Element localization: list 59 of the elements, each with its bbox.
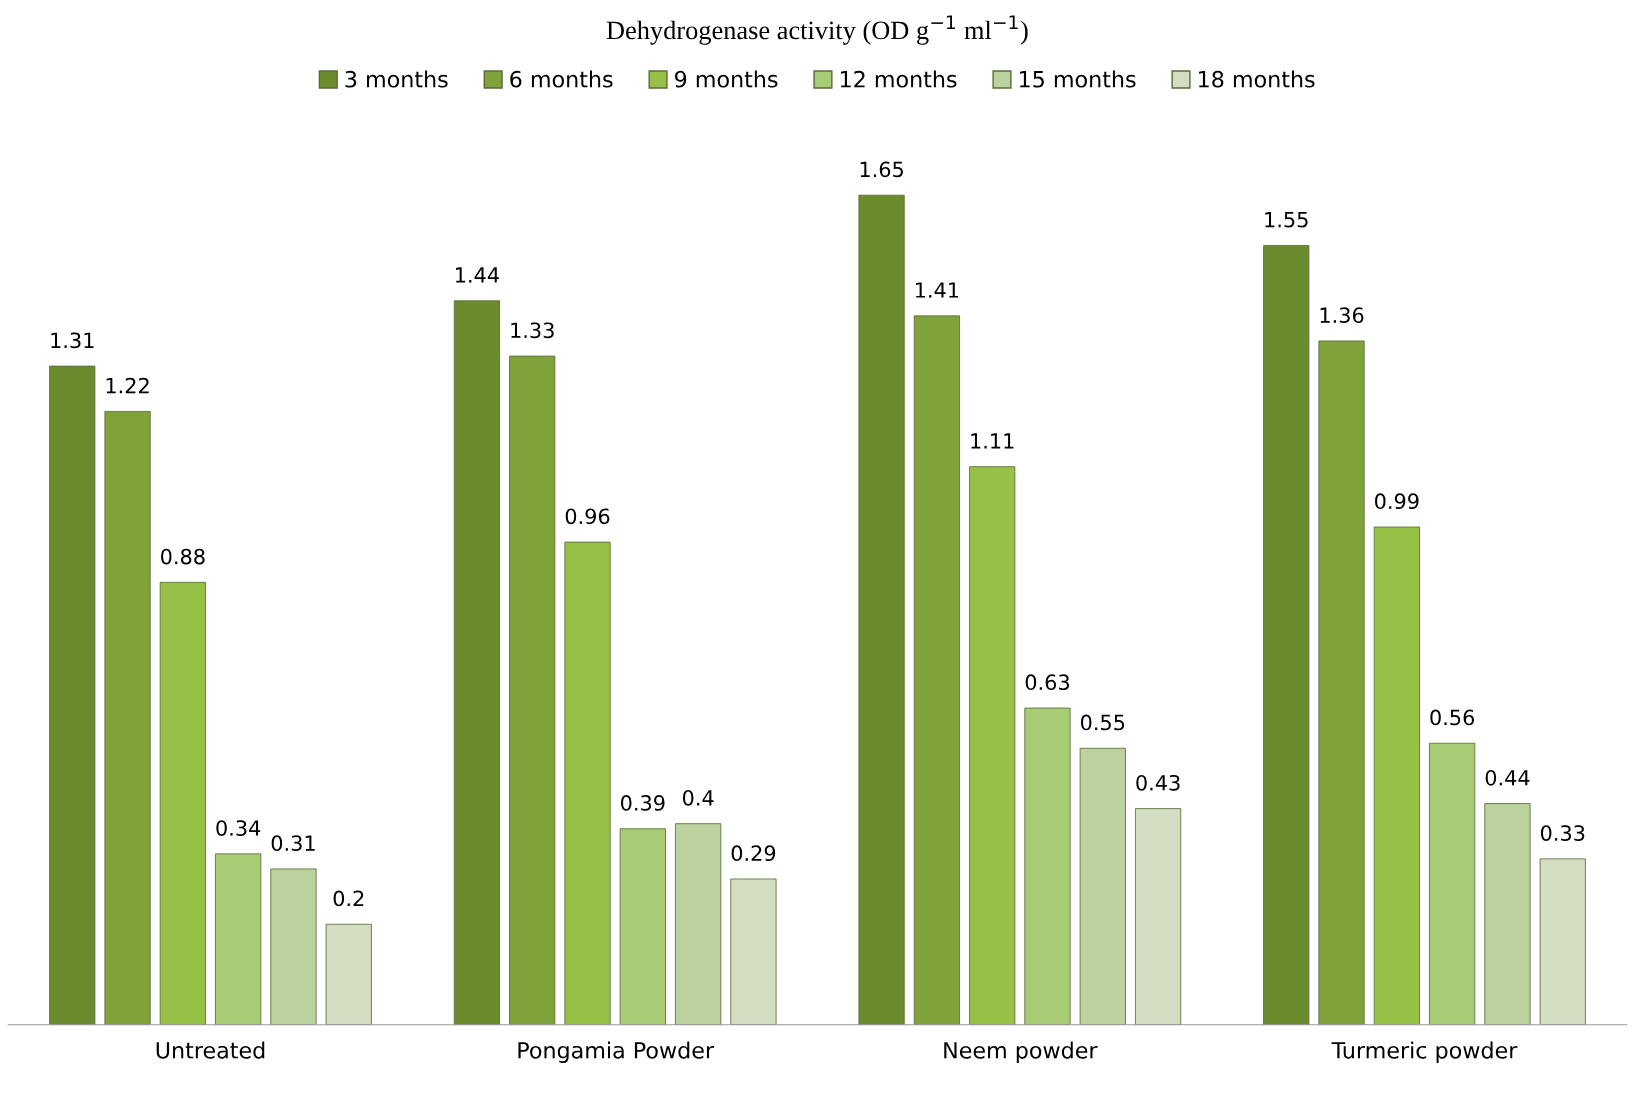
legend-label: 15 months <box>1019 70 1136 88</box>
legend-label: 12 months <box>840 70 957 88</box>
bar <box>619 828 666 1025</box>
bar <box>858 194 905 1025</box>
data-label: 0.55 <box>1080 714 1125 731</box>
data-label: 0.2 <box>333 890 364 907</box>
bar <box>913 315 960 1025</box>
bar <box>1263 245 1310 1025</box>
data-label: 0.99 <box>1375 493 1419 510</box>
data-label: 0.63 <box>1025 674 1070 691</box>
bar <box>49 365 96 1025</box>
bar <box>159 581 206 1025</box>
data-label: 1.31 <box>51 332 94 349</box>
legend-label: 9 months <box>675 70 778 88</box>
bar <box>453 300 500 1025</box>
legend-label: 6 months <box>510 70 613 88</box>
data-label: 0.96 <box>565 508 610 525</box>
bar <box>1079 747 1126 1025</box>
bar <box>104 410 151 1025</box>
bar <box>1135 808 1182 1025</box>
data-label: 0.43 <box>1136 774 1180 791</box>
bar <box>564 541 611 1025</box>
data-label: 1.65 <box>860 161 903 178</box>
data-label: 1.36 <box>1320 307 1364 324</box>
data-label: 0.56 <box>1430 709 1475 726</box>
data-label: 0.34 <box>216 820 261 836</box>
bar <box>1318 340 1365 1025</box>
data-label: 0.44 <box>1485 769 1530 786</box>
bar <box>325 923 372 1025</box>
x-tick-label: Untreated <box>156 1041 265 1059</box>
bar <box>1024 707 1071 1025</box>
bar <box>215 853 262 1025</box>
bar <box>1429 742 1476 1025</box>
data-label: 1.11 <box>971 433 1014 449</box>
legend-label: 18 months <box>1199 70 1315 88</box>
bar <box>675 823 722 1025</box>
data-label: 1.22 <box>106 377 149 394</box>
data-label: 0.33 <box>1540 825 1585 841</box>
bar <box>1373 526 1420 1025</box>
bar <box>1484 803 1531 1025</box>
data-label: 1.44 <box>456 267 499 283</box>
x-tick-label: Turmeric powder <box>1331 1041 1518 1063</box>
data-label: 0.39 <box>621 795 665 811</box>
data-label: 0.88 <box>161 548 205 565</box>
legend-label: 3 months <box>345 70 448 88</box>
data-label: 1.55 <box>1265 212 1308 228</box>
bar <box>1539 858 1586 1025</box>
x-tick-label: Neem powder <box>944 1041 1098 1063</box>
bar <box>969 466 1016 1025</box>
data-label: 0.4 <box>682 789 714 806</box>
bar <box>509 355 556 1025</box>
data-label: 0.29 <box>731 845 776 862</box>
bar <box>730 878 777 1025</box>
data-label: 1.41 <box>915 282 959 298</box>
chart-title: Dehydrogenase activity (OD g$^{−1}$ ml$^{−1}$) <box>606 15 1028 45</box>
data-label: 0.31 <box>271 835 315 851</box>
bar <box>270 868 317 1025</box>
x-tick-label: Pongamia Powder <box>518 1041 715 1063</box>
data-label: 1.33 <box>511 322 554 339</box>
